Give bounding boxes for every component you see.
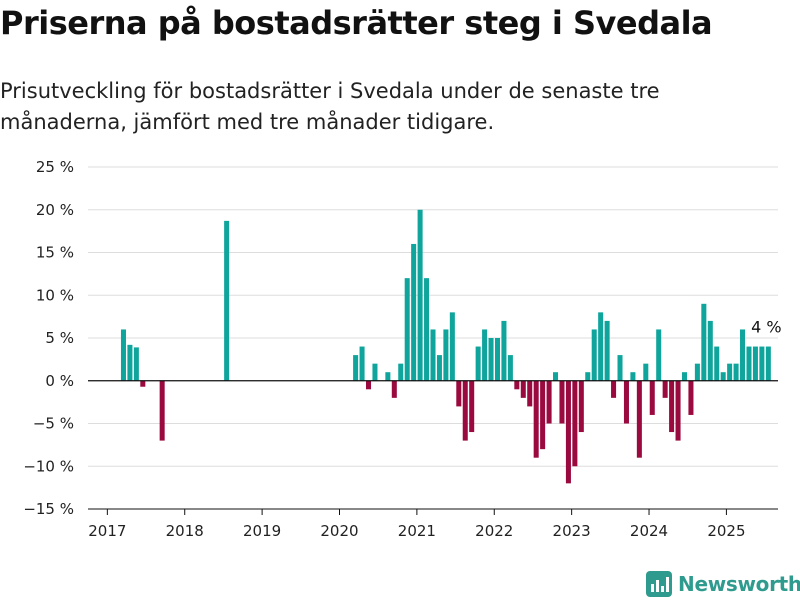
bar	[475, 346, 481, 381]
bar	[598, 312, 604, 381]
bar	[501, 320, 507, 381]
y-tick-label: 0 %	[45, 372, 74, 390]
bar	[514, 380, 520, 390]
bar	[656, 329, 662, 381]
bar	[714, 346, 720, 381]
bar	[430, 329, 436, 381]
bar	[224, 220, 230, 381]
newsworthy-icon	[646, 571, 672, 597]
x-tick-label: 2025	[707, 522, 745, 540]
y-tick-label: −10 %	[23, 457, 74, 475]
bar	[120, 329, 126, 381]
bar	[417, 209, 423, 381]
x-tick-label: 2017	[88, 522, 126, 540]
bar	[359, 346, 365, 381]
bar	[398, 363, 404, 381]
bar	[611, 380, 617, 398]
bar	[527, 380, 533, 407]
bar	[675, 380, 681, 441]
y-tick-label: 25 %	[36, 158, 74, 176]
bar	[140, 380, 146, 387]
bar	[688, 380, 694, 415]
bar	[372, 363, 378, 381]
bar	[462, 380, 468, 441]
bar	[617, 355, 623, 381]
y-tick-label: −15 %	[23, 500, 74, 518]
bar	[565, 380, 571, 484]
latest-value-label: 4 %	[751, 318, 781, 337]
bar	[623, 380, 629, 424]
bar	[133, 347, 139, 381]
y-tick-label: 20 %	[36, 201, 74, 219]
x-tick-label: 2022	[475, 522, 513, 540]
bar	[559, 380, 565, 424]
x-tick-label: 2018	[166, 522, 204, 540]
x-tick-label: 2019	[243, 522, 281, 540]
bar	[701, 303, 707, 381]
bar	[727, 363, 733, 381]
bar	[469, 380, 475, 433]
bar	[482, 329, 488, 381]
y-tick-label: 10 %	[36, 286, 74, 304]
newsworthy-logo: Newsworthy	[646, 570, 800, 598]
bar	[540, 380, 546, 450]
x-tick-label: 2023	[553, 522, 591, 540]
bar	[591, 329, 597, 381]
bar	[365, 380, 372, 390]
bar	[585, 372, 591, 381]
bar	[707, 320, 713, 381]
bar	[391, 380, 397, 398]
bar	[533, 380, 539, 458]
bar	[643, 363, 649, 381]
bar	[353, 355, 359, 381]
bar	[669, 380, 675, 433]
chart-subtitle: Prisutveckling för bostadsrätter i Sveda…	[0, 79, 660, 134]
y-tick-label: 15 %	[36, 244, 74, 262]
bar	[636, 380, 642, 458]
bar	[759, 346, 765, 381]
bar	[630, 372, 636, 381]
x-tick-label: 2024	[630, 522, 668, 540]
bar	[733, 363, 739, 381]
bar	[720, 372, 726, 381]
bar	[572, 380, 578, 467]
bar	[578, 380, 584, 433]
bar	[436, 355, 442, 381]
bar	[694, 363, 700, 381]
bar	[385, 372, 391, 381]
bar	[443, 329, 449, 381]
bar	[546, 380, 552, 424]
chart-title: Priserna på bostadsrätter steg i Svedala	[0, 4, 713, 42]
bar	[604, 320, 610, 381]
bar	[127, 344, 133, 381]
bar	[765, 346, 771, 381]
x-tick-label: 2020	[320, 522, 358, 540]
bar	[404, 278, 410, 381]
bar	[681, 372, 688, 381]
bar	[411, 243, 417, 381]
bar	[649, 380, 655, 415]
bar	[520, 380, 526, 398]
bar	[553, 372, 559, 381]
brand-name: Newsworthy	[678, 572, 800, 596]
y-tick-label: 5 %	[45, 329, 74, 347]
bar	[424, 278, 430, 381]
bar	[752, 346, 758, 381]
bar	[159, 380, 165, 441]
bar	[740, 329, 746, 381]
bar	[494, 338, 501, 381]
bar	[507, 355, 513, 381]
y-tick-label: −5 %	[33, 415, 74, 433]
bar	[456, 380, 462, 407]
x-tick-label: 2021	[398, 522, 436, 540]
bar	[746, 346, 752, 381]
bar	[488, 338, 494, 381]
bar	[662, 380, 668, 398]
bar	[449, 312, 455, 381]
